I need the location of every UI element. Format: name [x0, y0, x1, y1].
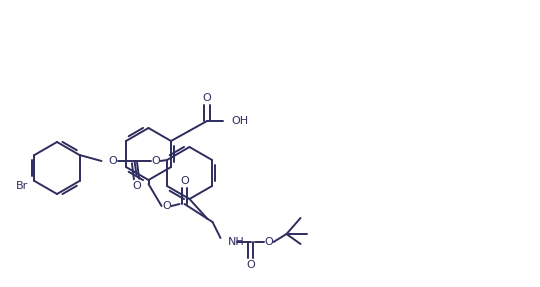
Text: O: O [202, 93, 211, 103]
Text: O: O [162, 201, 171, 211]
Text: O: O [180, 176, 189, 186]
Text: O: O [151, 156, 160, 166]
Text: O: O [108, 156, 117, 166]
Text: O: O [264, 237, 273, 247]
Text: O: O [132, 181, 141, 191]
Text: Br: Br [16, 181, 29, 191]
Text: OH: OH [231, 116, 248, 126]
Text: NH: NH [227, 237, 244, 247]
Text: O: O [246, 260, 255, 270]
